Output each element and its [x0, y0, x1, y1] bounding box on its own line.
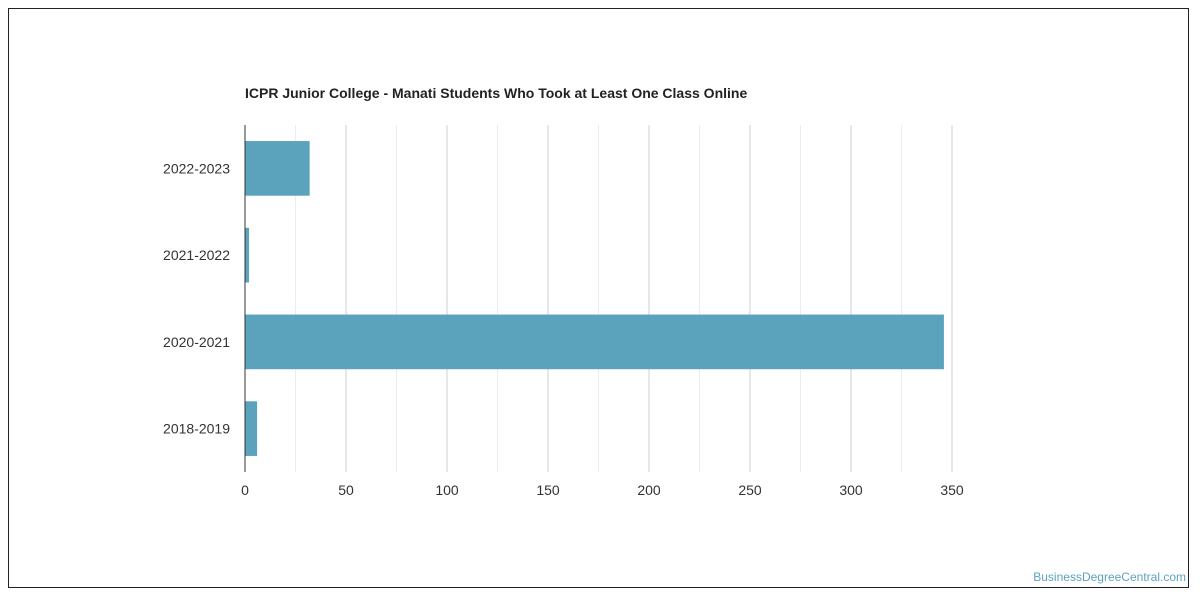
bar	[245, 227, 250, 283]
x-tick-label: 100	[435, 482, 459, 498]
x-tick-label: 300	[839, 482, 863, 498]
bar	[245, 401, 258, 456]
bar	[245, 141, 310, 196]
y-category-label: 2018-2019	[163, 421, 230, 437]
watermark-link[interactable]: BusinessDegreeCentral.com	[1033, 570, 1186, 584]
y-category-label: 2021-2022	[163, 247, 230, 263]
y-category-label: 2020-2021	[163, 334, 230, 350]
x-tick-label: 350	[940, 482, 964, 498]
x-tick-label: 250	[738, 482, 762, 498]
x-tick-label: 200	[637, 482, 661, 498]
chart-title: ICPR Junior College - Manati Students Wh…	[245, 85, 748, 101]
y-category-label: 2022-2023	[163, 160, 230, 176]
x-tick-label: 50	[338, 482, 354, 498]
x-tick-label: 150	[536, 482, 560, 498]
bar	[245, 314, 944, 370]
x-tick-label: 0	[241, 482, 249, 498]
